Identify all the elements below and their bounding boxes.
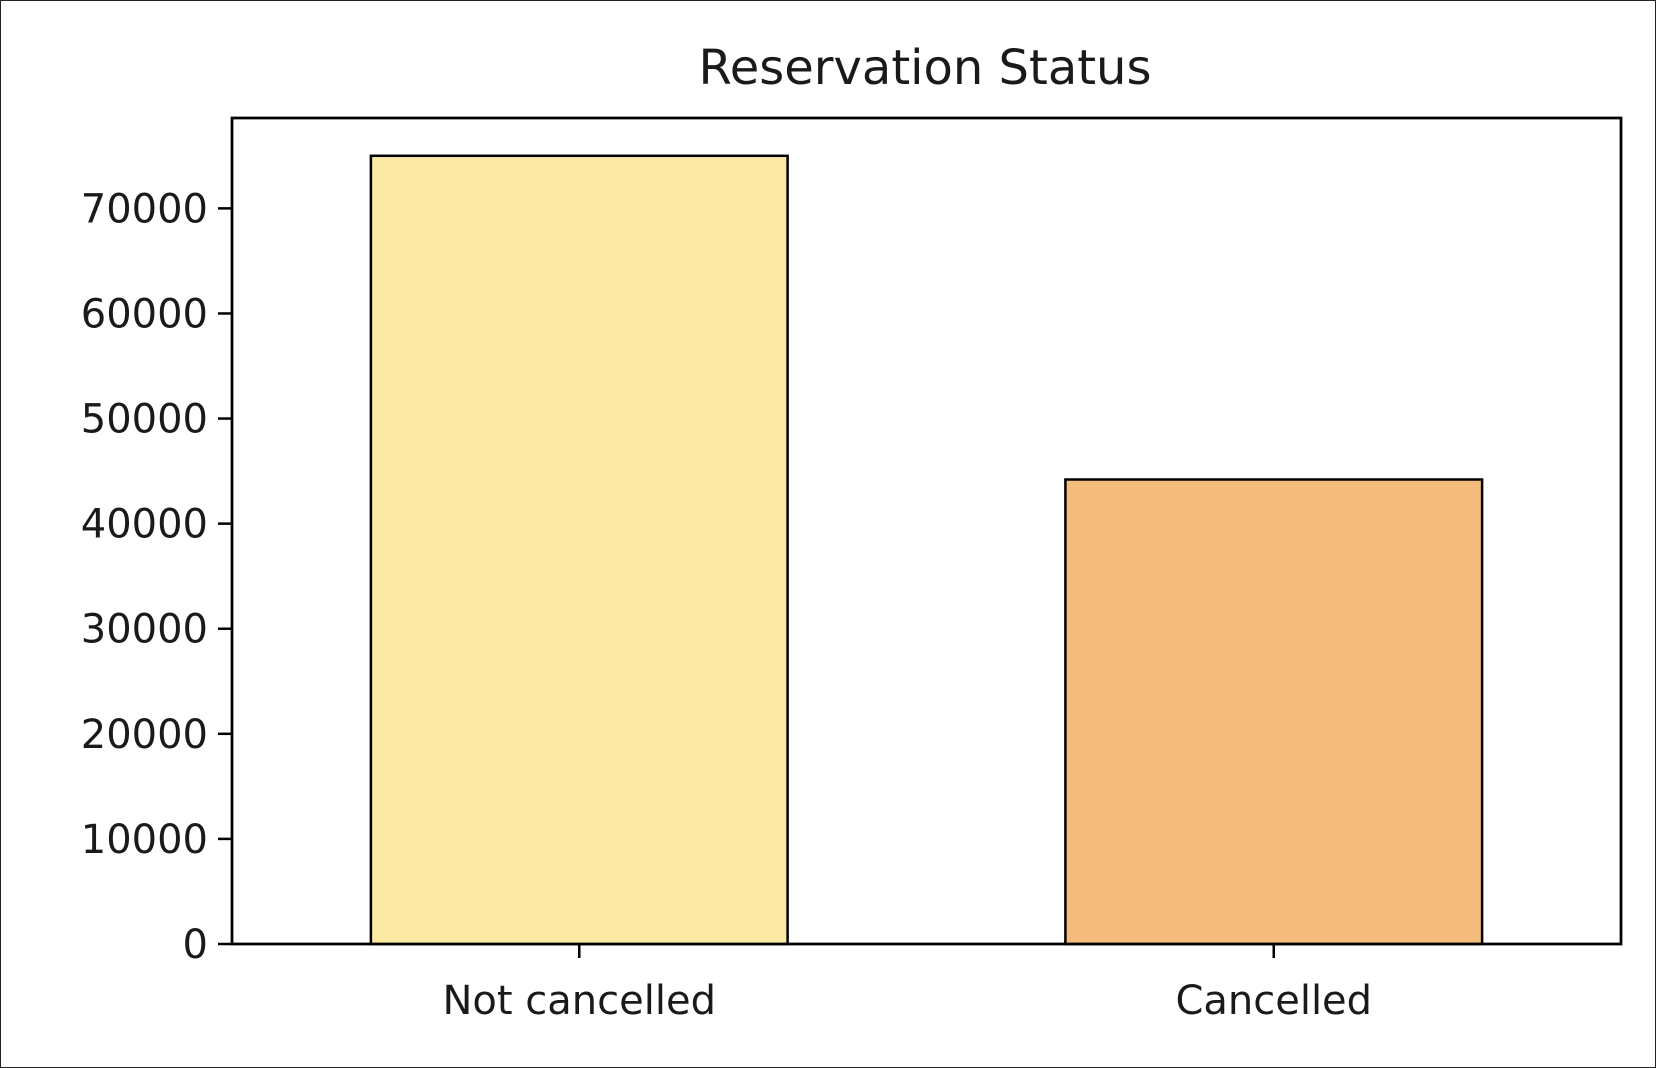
y-tick-label: 0: [183, 922, 208, 968]
y-tick-label: 70000: [81, 186, 208, 232]
y-tick-label: 10000: [81, 817, 208, 863]
plot-border: [230, 116, 1623, 946]
bar-not-cancelled: [369, 154, 789, 946]
y-tick-label: 20000: [81, 712, 208, 758]
chart-title: Reservation Status: [699, 40, 1152, 96]
y-tick-label: 30000: [81, 607, 208, 653]
x-tick-label: Cancelled: [1175, 978, 1372, 1024]
x-tick-label: Not cancelled: [443, 978, 716, 1024]
bars-layer: [369, 154, 1484, 946]
y-axis: 0 10000 20000 30000 40000 50000 60000 70000: [81, 186, 232, 968]
y-tick-label: 50000: [81, 397, 208, 443]
x-axis: Not cancelled Cancelled: [443, 944, 1372, 1024]
y-tick-label: 40000: [81, 502, 208, 548]
y-tick-label: 60000: [81, 291, 208, 337]
bar-cancelled: [1064, 478, 1484, 946]
